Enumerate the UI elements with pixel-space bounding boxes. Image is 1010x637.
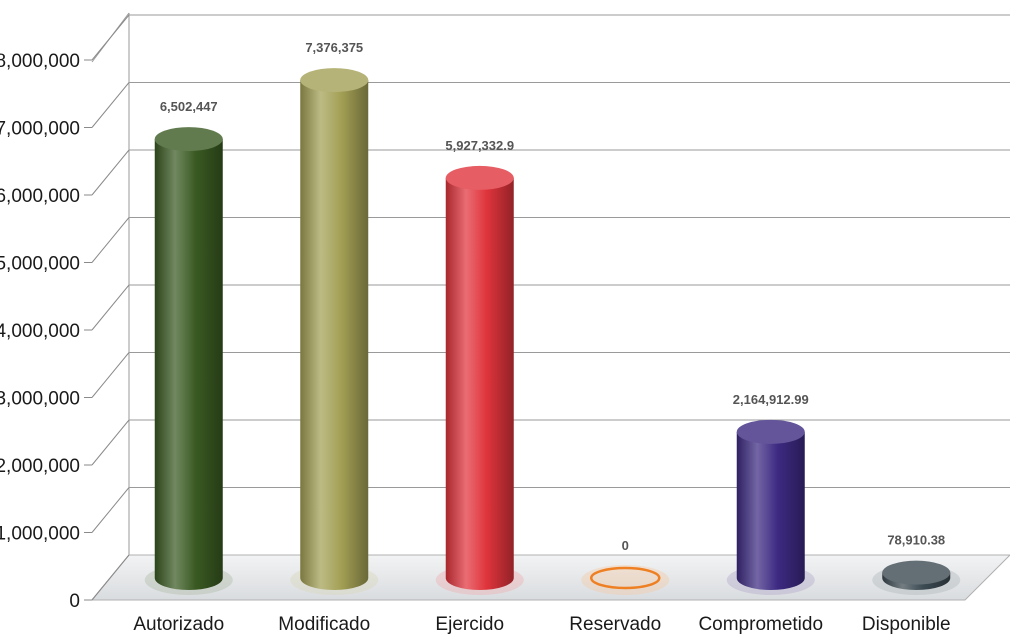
data-label: 5,927,332.9 [445,138,514,153]
bar-body [300,80,369,590]
y-tick-label: 2,000,000 [0,456,80,477]
bar-autorizado: 6,502,447 [144,99,233,595]
y-tick-label: 0 [69,591,80,612]
x-tick-label: Disponible [862,614,951,635]
bar-top [154,127,223,152]
bar-top [736,419,805,444]
y-tick-label: 1,000,000 [0,524,80,545]
bar-top [300,68,369,93]
y-axis: 0 1,000,000 2,000,000 3,000,000 4,000,000 5,0… [0,51,92,612]
grid-line-diagonal [91,82,130,128]
grid-line-diagonal [91,352,130,398]
y-tick-label: 8,000,000 [0,51,80,72]
floor-left-edge [91,554,130,601]
bar-shadow [581,565,670,595]
x-axis: Autorizado Modificado Ejercido Reservado Com… [133,614,950,635]
grid-line-diagonal [91,149,130,196]
y-tick-label: 5,000,000 [0,254,80,275]
grid-line-diagonal [91,487,130,533]
x-tick-label: Reservado [569,614,661,635]
data-label: 78,910.38 [887,533,945,548]
bar-top [445,165,514,190]
bar-comprometido: 2,164,912.99 [726,392,815,595]
bar-body [736,431,805,590]
bar-ejercido: 5,927,332.9 [435,138,524,595]
x-tick-label: Ejercido [435,614,504,635]
grid-lines [91,14,1010,601]
data-label: 6,502,447 [160,99,218,114]
y-tick-label: 3,000,000 [0,389,80,410]
bar-disponible: 78,910.38 [872,533,961,595]
grid-line-diagonal [91,217,130,263]
bar-body [154,139,223,590]
grid-line-diagonal [91,419,130,466]
bar-empty-ring [590,566,661,590]
data-label: 0 [622,538,629,553]
data-label: 2,164,912.99 [733,392,809,407]
chart-walls [91,12,130,555]
grid-line-diagonal [91,284,130,331]
x-tick-label: Autorizado [133,614,224,635]
y-tick-label: 7,000,000 [0,119,80,140]
bar-body [445,177,514,590]
bar-top [882,560,951,585]
y-tick-label: 4,000,000 [0,321,80,342]
bar-modificado: 7,376,375 [290,40,379,595]
x-tick-label: Modificado [278,614,370,635]
data-label: 7,376,375 [305,40,363,55]
bars: 6,502,447 7,376,375 5,927,332.9 0 2,164,912.… [144,40,961,595]
y-tick-label: 6,000,000 [0,186,80,207]
bar-reservado: 0 [581,538,670,595]
grid-line-diagonal [91,14,130,61]
x-tick-label: Comprometido [698,614,823,635]
